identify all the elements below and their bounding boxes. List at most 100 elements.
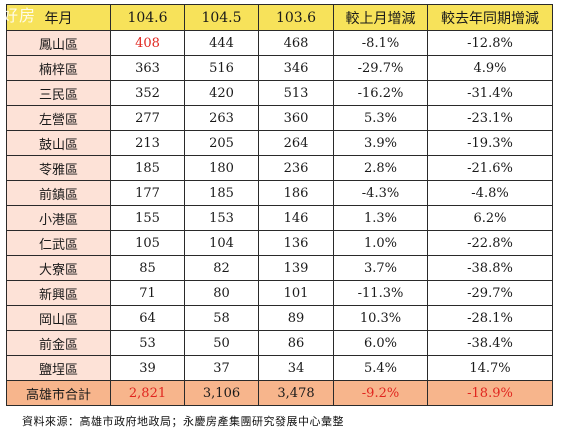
cell-103-6: 346 xyxy=(258,55,334,81)
cell-103-6: 136 xyxy=(258,230,334,256)
table-total-row: 高雄市合計 2,821 3,106 3,478 -9.2% -18.9% xyxy=(6,380,553,406)
header-year-over-year: 較去年同期增減 xyxy=(427,4,553,31)
cell-103-6: 264 xyxy=(258,130,334,156)
cell-mom-change: 3.9% xyxy=(333,130,428,156)
cell-district: 苓雅區 xyxy=(6,155,111,181)
cell-104-6: 155 xyxy=(110,205,185,231)
cell-104-5: 50 xyxy=(184,330,259,356)
cell-104-6: 64 xyxy=(110,305,185,331)
cell-yoy-change: -31.4% xyxy=(427,80,553,106)
table-row: 楠梓區 363 516 346 -29.7% 4.9% xyxy=(6,55,553,81)
cell-yoy-change: -19.3% xyxy=(427,130,553,156)
cell-mom-change: -8.1% xyxy=(333,30,428,56)
cell-104-6: 177 xyxy=(110,180,185,206)
cell-104-6: 213 xyxy=(110,130,185,156)
cell-103-6: 146 xyxy=(258,205,334,231)
cell-mom-change: 5.4% xyxy=(333,355,428,381)
cell-district: 前鎮區 xyxy=(6,180,111,206)
total-cell-mom-change: -9.2% xyxy=(333,380,428,406)
cell-mom-change: -29.7% xyxy=(333,55,428,81)
cell-district: 楠梓區 xyxy=(6,55,111,81)
cell-103-6: 468 xyxy=(258,30,334,56)
total-cell-104-6: 2,821 xyxy=(110,380,185,406)
table-row: 新興區 71 80 101 -11.3% -29.7% xyxy=(6,280,553,306)
cell-104-6: 408 xyxy=(110,30,185,56)
cell-yoy-change: 4.9% xyxy=(427,55,553,81)
table-row: 前金區 53 50 86 6.0% -38.4% xyxy=(6,330,553,356)
cell-district: 鼓山區 xyxy=(6,130,111,156)
cell-103-6: 34 xyxy=(258,355,334,381)
cell-mom-change: -11.3% xyxy=(333,280,428,306)
cell-yoy-change: 6.2% xyxy=(427,205,553,231)
cell-mom-change: -4.3% xyxy=(333,180,428,206)
cell-104-6: 85 xyxy=(110,255,185,281)
cell-104-6: 39 xyxy=(110,355,185,381)
cell-103-6: 139 xyxy=(258,255,334,281)
table-row: 大寮區 85 82 139 3.7% -38.8% xyxy=(6,255,553,281)
cell-103-6: 236 xyxy=(258,155,334,181)
cell-district: 左營區 xyxy=(6,105,111,131)
cell-104-5: 516 xyxy=(184,55,259,81)
cell-104-5: 80 xyxy=(184,280,259,306)
header-104-5: 104.5 xyxy=(184,4,259,31)
source-note: 資料來源：高雄市政府地政局；永慶房產集團研究發展中心彙整 xyxy=(22,415,344,428)
table-row: 小港區 155 153 146 1.3% 6.2% xyxy=(6,205,553,231)
table-row: 鳳山區 408 444 468 -8.1% -12.8% xyxy=(6,30,553,56)
cell-yoy-change: -21.6% xyxy=(427,155,553,181)
cell-district: 大寮區 xyxy=(6,255,111,281)
cell-103-6: 186 xyxy=(258,180,334,206)
cell-104-5: 180 xyxy=(184,155,259,181)
table-header-row: 年月 104.6 104.5 103.6 較上月增減 較去年同期增減 xyxy=(6,4,553,31)
cell-mom-change: 5.3% xyxy=(333,105,428,131)
cell-mom-change: 2.8% xyxy=(333,155,428,181)
cell-district: 仁武區 xyxy=(6,230,111,256)
cell-103-6: 360 xyxy=(258,105,334,131)
table-row: 左營區 277 263 360 5.3% -23.1% xyxy=(6,105,553,131)
cell-mom-change: 3.7% xyxy=(333,255,428,281)
total-cell-104-5: 3,106 xyxy=(184,380,259,406)
cell-district: 小港區 xyxy=(6,205,111,231)
header-year-month: 年月 xyxy=(6,4,111,31)
cell-mom-change: -16.2% xyxy=(333,80,428,106)
cell-104-5: 37 xyxy=(184,355,259,381)
cell-yoy-change: -4.8% xyxy=(427,180,553,206)
cell-district: 岡山區 xyxy=(6,305,111,331)
total-cell-district: 高雄市合計 xyxy=(6,380,111,406)
cell-district: 鳳山區 xyxy=(6,30,111,56)
cell-103-6: 89 xyxy=(258,305,334,331)
cell-mom-change: 6.0% xyxy=(333,330,428,356)
cell-104-5: 82 xyxy=(184,255,259,281)
cell-104-6: 185 xyxy=(110,155,185,181)
cell-district: 三民區 xyxy=(6,80,111,106)
cell-district: 鹽埕區 xyxy=(6,355,111,381)
cell-yoy-change: -38.8% xyxy=(427,255,553,281)
housing-transactions-table: 年月 104.6 104.5 103.6 較上月增減 較去年同期增減 鳳山區 40… xyxy=(6,4,553,406)
table-row: 岡山區 64 58 89 10.3% -28.1% xyxy=(6,305,553,331)
cell-104-6: 352 xyxy=(110,80,185,106)
cell-mom-change: 10.3% xyxy=(333,305,428,331)
total-cell-103-6: 3,478 xyxy=(258,380,334,406)
cell-yoy-change: -38.4% xyxy=(427,330,553,356)
cell-mom-change: 1.3% xyxy=(333,205,428,231)
table-row: 鹽埕區 39 37 34 5.4% 14.7% xyxy=(6,355,553,381)
cell-103-6: 513 xyxy=(258,80,334,106)
cell-yoy-change: -22.8% xyxy=(427,230,553,256)
cell-104-6: 71 xyxy=(110,280,185,306)
cell-104-5: 58 xyxy=(184,305,259,331)
cell-104-6: 363 xyxy=(110,55,185,81)
total-cell-yoy-change: -18.9% xyxy=(427,380,553,406)
cell-district: 前金區 xyxy=(6,330,111,356)
cell-104-5: 185 xyxy=(184,180,259,206)
cell-yoy-change: 14.7% xyxy=(427,355,553,381)
cell-104-6: 277 xyxy=(110,105,185,131)
header-month-over-month: 較上月增減 xyxy=(333,4,428,31)
cell-yoy-change: -29.7% xyxy=(427,280,553,306)
cell-mom-change: 1.0% xyxy=(333,230,428,256)
cell-district: 新興區 xyxy=(6,280,111,306)
cell-104-5: 263 xyxy=(184,105,259,131)
table-row: 仁武區 105 104 136 1.0% -22.8% xyxy=(6,230,553,256)
cell-yoy-change: -23.1% xyxy=(427,105,553,131)
cell-104-5: 444 xyxy=(184,30,259,56)
cell-104-5: 205 xyxy=(184,130,259,156)
cell-104-5: 104 xyxy=(184,230,259,256)
